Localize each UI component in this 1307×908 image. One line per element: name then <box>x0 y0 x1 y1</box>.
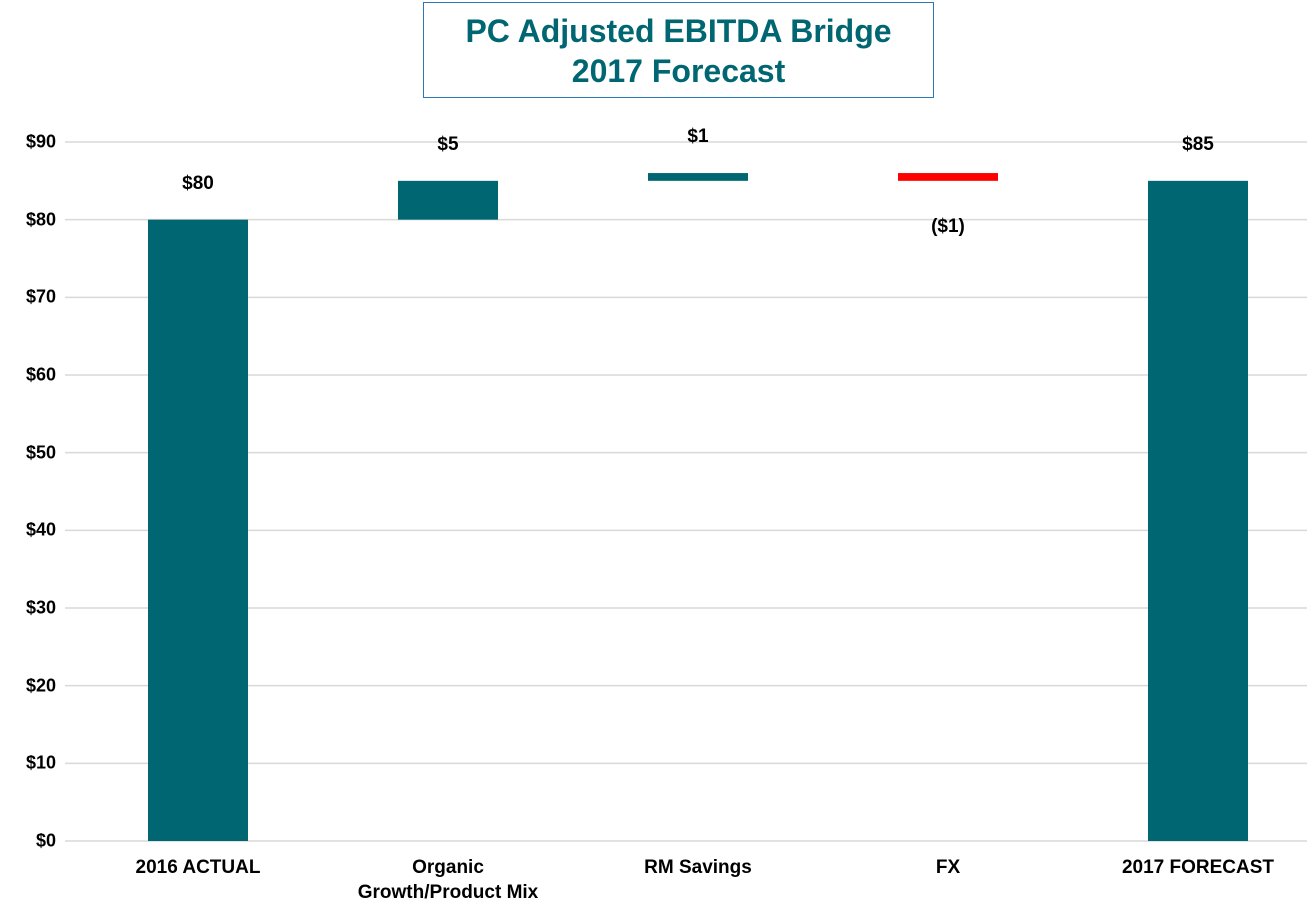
y-tick-label: $90 <box>25 131 56 152</box>
bar <box>898 173 998 181</box>
chart-subtitle: 2017 Forecast <box>571 53 786 89</box>
title-box: PC Adjusted EBITDA Bridge 2017 Forecast <box>423 2 934 98</box>
data-label: $1 <box>687 126 709 148</box>
y-tick-label: $10 <box>25 752 56 773</box>
y-tick-label: $80 <box>25 209 56 230</box>
data-label: $85 <box>1182 133 1214 155</box>
x-tick-label: FX <box>935 857 961 878</box>
data-label: ($1) <box>931 215 965 237</box>
bar <box>648 173 748 181</box>
y-tick-label: $70 <box>25 286 56 307</box>
x-tick-label: Organic Growth/Product Mix <box>357 857 539 903</box>
x-tick-label: 2016 ACTUAL <box>135 857 261 878</box>
bar <box>398 180 498 220</box>
y-tick-label: $0 <box>35 830 56 851</box>
bar <box>1148 180 1248 842</box>
x-tick-label: RM Savings <box>644 857 752 878</box>
y-tick-label: $60 <box>25 364 56 385</box>
bar <box>148 219 248 841</box>
x-tick-label: 2017 FORECAST <box>1121 857 1275 878</box>
y-tick-label: $50 <box>25 442 56 463</box>
y-tick-label: $20 <box>25 675 56 696</box>
y-tick-label: $40 <box>25 519 56 540</box>
chart-title: PC Adjusted EBITDA Bridge <box>465 13 892 49</box>
data-label: $5 <box>437 133 459 155</box>
y-tick-label: $30 <box>25 597 56 618</box>
data-label: $80 <box>182 172 214 194</box>
